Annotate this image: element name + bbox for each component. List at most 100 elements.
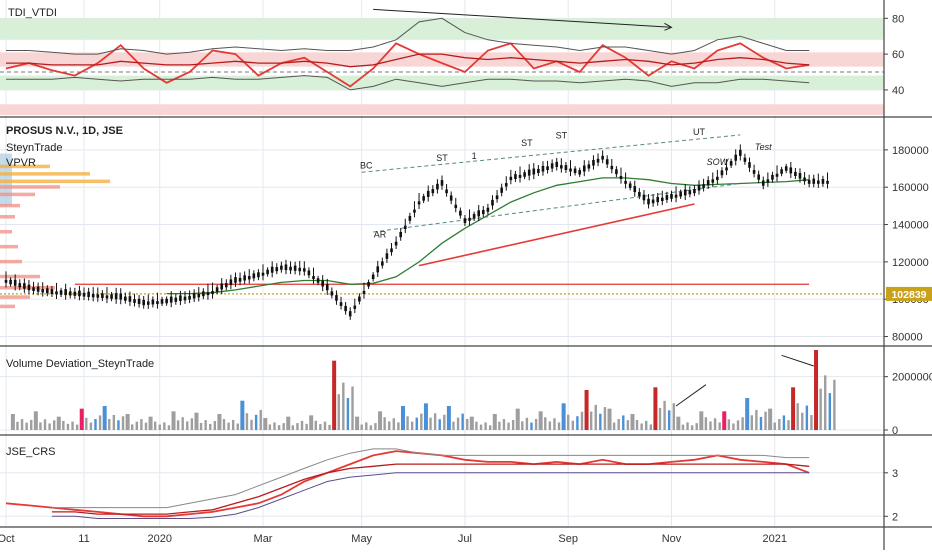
volume-bar	[135, 421, 138, 430]
volume-bar	[254, 414, 258, 430]
candle-body	[706, 180, 710, 186]
volume-bar	[548, 421, 552, 430]
candle-body	[96, 294, 100, 298]
volume-bar	[466, 418, 469, 430]
volume-bar	[567, 414, 570, 430]
candle-body	[197, 293, 201, 298]
candle-body	[711, 179, 715, 183]
candle-body	[734, 154, 738, 161]
x-tick-label: Nov	[662, 533, 682, 545]
volume-bar	[755, 409, 758, 430]
candle-body	[325, 284, 329, 291]
x-tick-label: 2020	[148, 533, 172, 545]
volume-bar	[213, 421, 217, 430]
volume-bar	[764, 411, 767, 430]
candle-body	[73, 291, 77, 296]
candle-body	[280, 265, 283, 270]
candle-body	[202, 291, 205, 297]
candle-body	[651, 199, 655, 204]
volume-bar	[163, 422, 166, 430]
tdi-y-tick-label: 80	[892, 13, 904, 25]
volume-bar	[630, 414, 635, 430]
wyckoff-label: SOW	[707, 157, 730, 167]
volume-bar	[676, 416, 681, 430]
volume-bar	[33, 411, 38, 430]
volume-bar	[727, 419, 731, 430]
candle-body	[146, 301, 150, 305]
volume-bar	[599, 413, 602, 430]
volume-bar	[690, 425, 694, 430]
candle-body	[500, 187, 503, 193]
volume-bar	[626, 420, 630, 430]
volume-bar	[805, 405, 809, 430]
vpvr-bin	[0, 286, 55, 290]
volume-bar	[544, 417, 547, 430]
candle-body	[124, 296, 127, 301]
candle-body	[615, 169, 618, 175]
vpvr-bin	[0, 274, 40, 279]
wyckoff-label: 1	[472, 151, 477, 161]
candle-body	[289, 266, 292, 271]
vpvr-bin	[0, 244, 18, 249]
candle-body	[596, 158, 600, 163]
vpvr-bin	[0, 215, 15, 219]
candle-body	[817, 180, 820, 184]
volume-bar	[39, 422, 42, 430]
candle-body	[303, 268, 306, 272]
volume-bar	[796, 403, 799, 430]
vpvr-bin	[0, 164, 50, 169]
candle-body	[610, 165, 614, 170]
candle-body	[156, 301, 159, 305]
candle-body	[514, 174, 517, 179]
volume-bar	[227, 422, 230, 430]
candle-body	[803, 177, 806, 182]
candle-body	[32, 287, 35, 291]
candle-body	[426, 190, 430, 197]
candle-body	[633, 186, 637, 193]
price-title: PROSUS N.V., 1D, JSE	[6, 125, 123, 137]
candle-body	[9, 279, 12, 285]
candle-body	[716, 176, 719, 181]
candle-body	[775, 173, 779, 177]
x-tick-label: 2021	[762, 533, 786, 545]
candle-body	[472, 214, 476, 219]
volume-bar	[75, 424, 79, 430]
volume-bar	[824, 375, 827, 430]
volume-bar	[332, 360, 337, 430]
candle-body	[560, 165, 563, 169]
volume-bar	[176, 420, 180, 430]
tdi-zones	[0, 18, 884, 115]
volume-bar	[186, 421, 189, 430]
candle-body	[702, 184, 705, 188]
volume-bar	[30, 419, 33, 430]
candle-body	[348, 311, 352, 317]
candle-body	[55, 291, 58, 295]
tdi-title: TDI_VTDI	[8, 7, 57, 19]
volume-bar	[704, 417, 708, 430]
wyckoff-label: UT	[693, 127, 705, 137]
wyckoff-label: BC	[360, 161, 373, 171]
candle-body	[151, 299, 155, 305]
candle-body	[582, 165, 586, 172]
volume-bar	[502, 419, 506, 430]
volume-bar	[102, 406, 107, 430]
candle-body	[110, 294, 113, 299]
candle-body	[459, 210, 462, 216]
volume-bar	[452, 421, 455, 430]
volume-bar	[85, 417, 88, 430]
volume-bar	[653, 387, 658, 430]
volume-bar	[204, 420, 207, 430]
volume-bar	[695, 423, 698, 430]
volume-bar	[346, 398, 350, 430]
volume-bar	[594, 404, 597, 430]
volume-bar	[71, 421, 74, 430]
volume-bar	[240, 400, 245, 430]
candle-body	[78, 290, 81, 297]
volume-bar	[782, 415, 786, 430]
candle-body	[573, 168, 577, 174]
candle-body	[36, 286, 40, 292]
tdi-zone-band	[0, 104, 884, 115]
candle-body	[358, 296, 361, 302]
volume-bar	[484, 422, 487, 430]
